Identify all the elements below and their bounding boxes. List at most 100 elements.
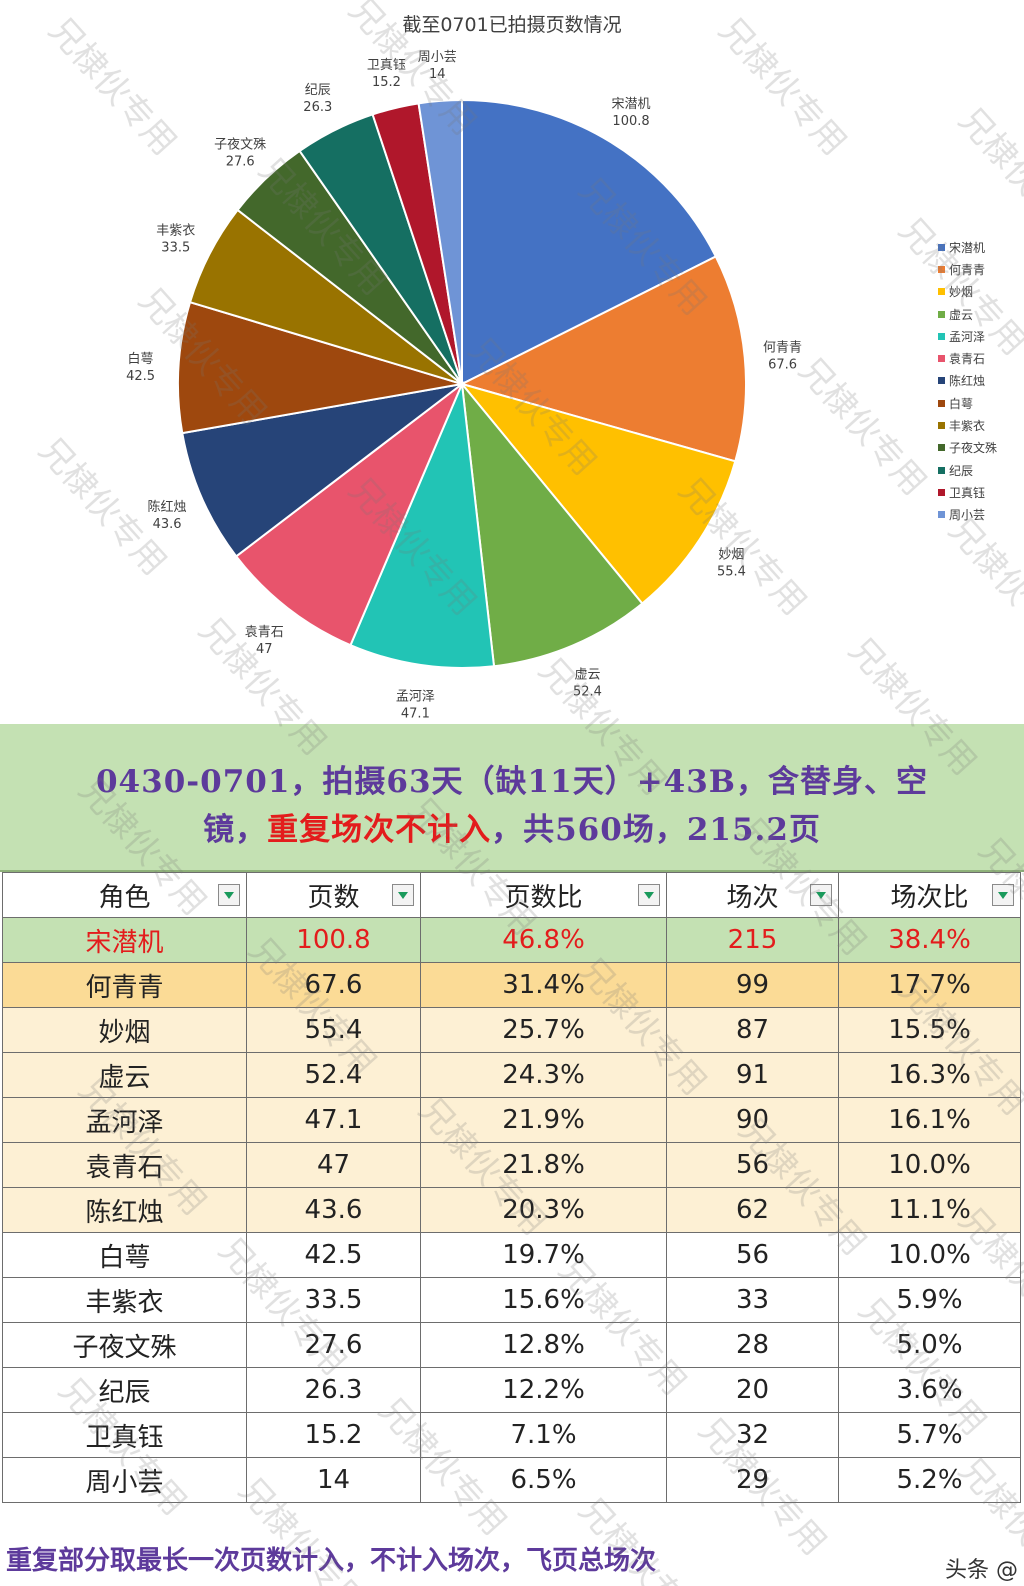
cell-pages: 27.6 — [246, 1322, 421, 1368]
table-row: 何青青 67.6 31.4% 99 17.7% — [2, 962, 1021, 1008]
table-row: 卫真钰 15.2 7.1% 32 5.7% — [2, 1412, 1021, 1458]
slice-name-label: 纪辰 — [305, 83, 331, 98]
cell-scene-ratio: 5.9% — [838, 1277, 1021, 1323]
cell-role: 丰紫衣 — [2, 1277, 247, 1323]
source-credit: 头条 @ — [945, 1558, 1018, 1583]
cell-scene-ratio: 17.7% — [838, 962, 1021, 1008]
legend-item: 宋潜机 — [938, 236, 1018, 258]
cell-pages: 52.4 — [246, 1052, 421, 1098]
legend-label: 何青青 — [949, 262, 986, 277]
pie-slice — [459, 255, 747, 463]
slice-name-label: 陈红烛 — [148, 499, 187, 515]
legend-swatch — [938, 265, 945, 273]
legend-item: 卫真钰 — [938, 481, 1018, 503]
header-role-label: 角色 — [98, 882, 151, 913]
filter-dropdown-button[interactable] — [992, 884, 1014, 906]
slice-value-label: 43.6 — [153, 517, 182, 532]
cell-role: 妙烟 — [2, 1007, 247, 1053]
legend-swatch — [938, 511, 945, 519]
slice-value-label: 27.6 — [226, 155, 255, 170]
cell-scene-ratio: 5.7% — [838, 1412, 1021, 1458]
legend-label: 周小芸 — [949, 508, 986, 523]
cell-role: 子夜文殊 — [2, 1322, 247, 1368]
cell-page-ratio: 12.2% — [420, 1367, 667, 1413]
legend-swatch — [938, 288, 945, 296]
slice-value-label: 33.5 — [161, 240, 190, 255]
summary-banner: 0430-0701，拍摄63天（缺11天）+43B，含替身、空 镜，重复场次不计… — [0, 724, 1024, 872]
cell-role: 宋潜机 — [2, 917, 247, 963]
cell-page-ratio: 24.3% — [420, 1052, 667, 1098]
legend-item: 何青青 — [938, 258, 1018, 280]
legend-item: 虚云 — [938, 303, 1018, 325]
cell-page-ratio: 19.7% — [420, 1232, 667, 1278]
filter-dropdown-button[interactable] — [810, 884, 832, 906]
slice-value-label: 42.5 — [126, 369, 155, 384]
cell-pages: 14 — [246, 1457, 421, 1503]
legend-swatch — [938, 243, 945, 251]
cell-page-ratio: 20.3% — [420, 1187, 667, 1233]
legend-label: 袁青石 — [949, 352, 986, 367]
cell-scene-ratio: 10.0% — [838, 1232, 1021, 1278]
table-row: 宋潜机 100.8 46.8% 215 38.4% — [2, 917, 1021, 963]
filter-dropdown-button[interactable] — [392, 884, 414, 906]
legend-item: 袁青石 — [938, 347, 1018, 369]
legend-swatch — [938, 444, 945, 452]
legend-swatch — [938, 310, 945, 318]
cell-scenes: 99 — [666, 962, 839, 1008]
legend-swatch — [938, 355, 945, 363]
filter-dropdown-button[interactable] — [218, 884, 240, 906]
header-pages: 页数 — [246, 872, 421, 918]
table-row: 丰紫衣 33.5 15.6% 33 5.9% — [2, 1277, 1021, 1323]
pie-slice — [349, 380, 496, 669]
banner-line-1: 0430-0701，拍摄63天（缺11天）+43B，含替身、空 — [95, 764, 929, 800]
cell-role: 周小芸 — [2, 1457, 247, 1503]
pie-chart-panel: 宋潜机 100.8 何青青 67.6 妙烟 55.4 虚云 52.4 孟河泽 47.1 袁青石 47 陈… — [0, 0, 1024, 722]
cell-scenes: 29 — [666, 1457, 839, 1503]
cell-role: 白萼 — [2, 1232, 247, 1278]
header-scenes: 场次 — [666, 872, 839, 918]
cell-role: 纪辰 — [2, 1367, 247, 1413]
slice-value-label: 55.4 — [717, 564, 746, 579]
slice-value-label: 15.2 — [372, 75, 401, 90]
banner-line-2-start: 镜， — [203, 812, 268, 848]
cell-role: 何青青 — [2, 962, 247, 1008]
header-role: 角色 — [2, 872, 247, 918]
pie-slice — [234, 380, 465, 647]
cell-scene-ratio: 10.0% — [838, 1142, 1021, 1188]
cell-role: 孟河泽 — [2, 1097, 247, 1143]
header-page-ratio: 页数比 — [420, 872, 667, 918]
legend-item: 子夜文殊 — [938, 437, 1018, 459]
table-row: 虚云 52.4 24.3% 91 16.3% — [2, 1052, 1021, 1098]
slice-name-label: 孟河泽 — [396, 690, 435, 705]
legend-swatch — [938, 399, 945, 407]
header-scene-ratio-label: 场次比 — [890, 882, 969, 913]
pie-chart-svg: 宋潜机 100.8 何青青 67.6 妙烟 55.4 虚云 52.4 孟河泽 47.1 袁青石 47 陈… — [126, 49, 802, 722]
cell-scene-ratio: 5.0% — [838, 1322, 1021, 1368]
role-stats-table: 角色 页数 页数比 场次 场次比 宋潜机 100.8 46.8% 215 38.4% 何青… — [2, 872, 1021, 1503]
cell-scenes: 91 — [666, 1052, 839, 1098]
legend-label: 纪辰 — [949, 463, 974, 478]
slice-value-label: 47 — [256, 642, 273, 657]
table-header-row: 角色 页数 页数比 场次 场次比 — [2, 872, 1021, 918]
cell-page-ratio: 6.5% — [420, 1457, 667, 1503]
stats-table-panel: 0430-0701，拍摄63天（缺11天）+43B，含替身、空 镜，重复场次不计… — [0, 724, 1024, 1586]
slice-name-label: 周小芸 — [418, 49, 457, 65]
cell-page-ratio: 21.9% — [420, 1097, 667, 1143]
cell-pages: 47 — [246, 1142, 421, 1188]
table-row: 袁青石 47 21.8% 56 10.0% — [2, 1142, 1021, 1188]
cell-role: 陈红烛 — [2, 1187, 247, 1233]
banner-line-2: 镜，重复场次不计入，共560场，215.2页 — [0, 804, 1024, 849]
legend-swatch — [938, 422, 945, 430]
cell-scenes: 62 — [666, 1187, 839, 1233]
pie-slice — [460, 380, 644, 668]
filter-dropdown-button[interactable] — [638, 884, 660, 906]
cell-role: 卫真钰 — [2, 1412, 247, 1458]
footnote: 重复部分取最长一次页数计入，不计入场次，飞页总场次 — [6, 1546, 657, 1576]
cell-scene-ratio: 5.2% — [838, 1457, 1021, 1503]
slice-name-label: 子夜文殊 — [214, 138, 266, 153]
slice-name-label: 虚云 — [574, 668, 600, 683]
banner-line-2-end: ，共560场，215.2页 — [491, 812, 821, 848]
header-scenes-label: 场次 — [726, 882, 779, 913]
cell-scene-ratio: 16.3% — [838, 1052, 1021, 1098]
slice-value-label: 47.1 — [401, 707, 430, 722]
